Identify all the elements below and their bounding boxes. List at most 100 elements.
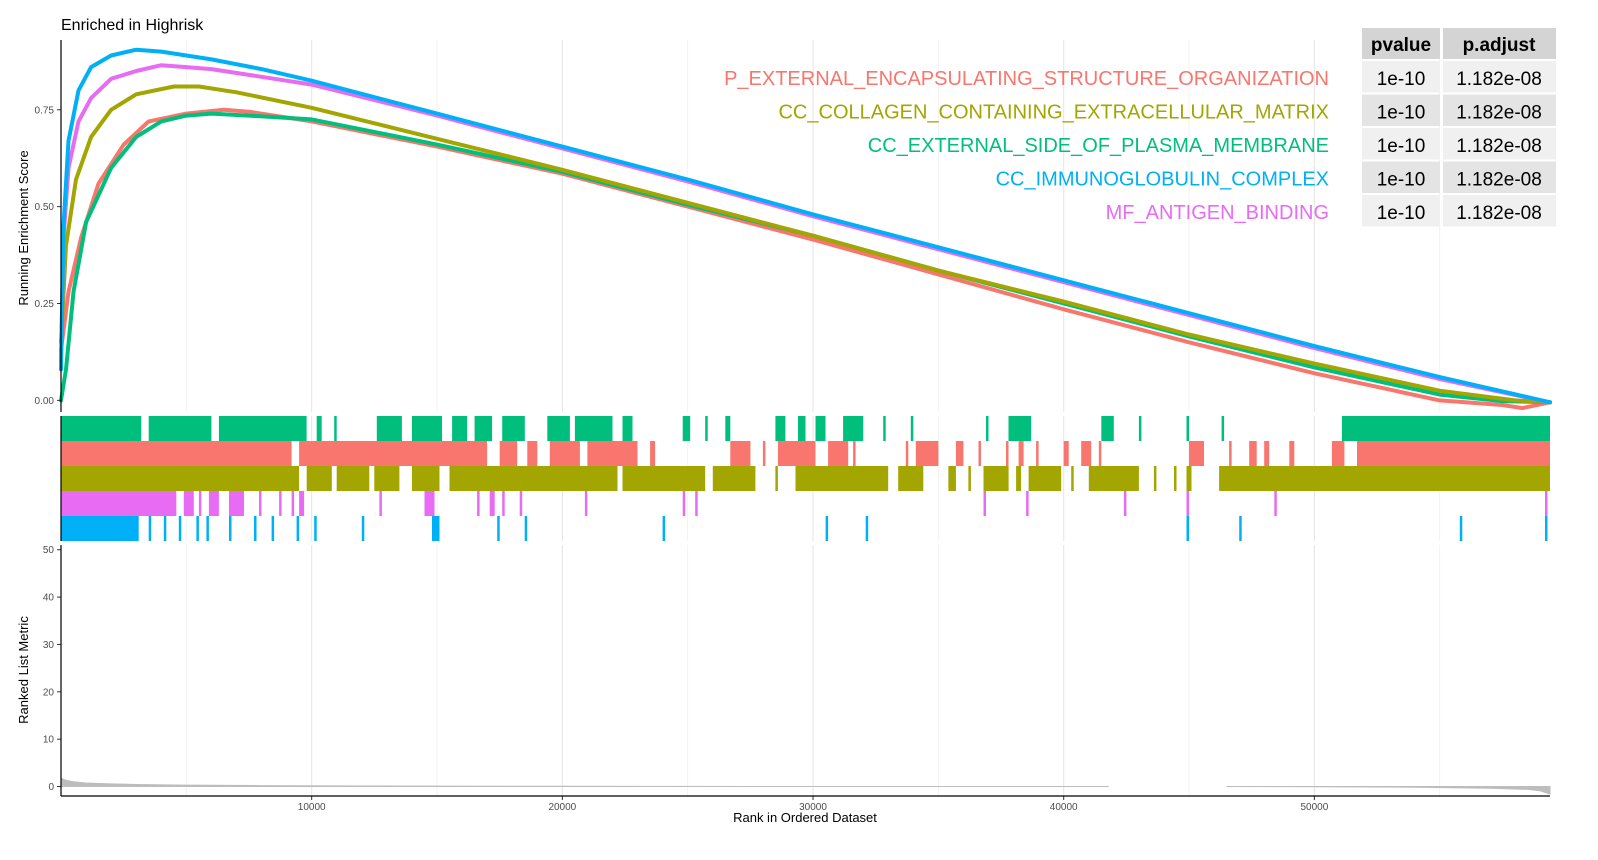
table-cell-bg: [1362, 128, 1440, 160]
legend-entry: CC_IMMUNOGLOBULIN_COMPLEX: [996, 169, 1329, 191]
enrichment-line: [59, 111, 1552, 405]
gene-hit-mark: [1229, 441, 1232, 466]
gene-hit-mark: [1341, 416, 1550, 441]
gene-hit-mark: [291, 491, 295, 516]
gene-hit-mark: [622, 416, 633, 441]
gene-hit-mark: [798, 416, 806, 441]
gene-hit-mark: [983, 466, 1009, 491]
gene-hit-mark: [527, 441, 538, 466]
table-cell-pvalue: 1e-10: [1377, 69, 1426, 90]
gene-hit-mark: [196, 516, 199, 541]
gene-hit-mark: [379, 491, 382, 516]
gene-hit-mark: [955, 441, 964, 466]
gene-hit-mark: [279, 491, 282, 516]
gene-hit-mark: [910, 416, 914, 441]
gene-hit-mark: [259, 491, 262, 516]
gene-hit-mark: [452, 416, 468, 441]
gene-hit-mark: [198, 491, 202, 516]
gene-hit-mark: [986, 416, 989, 441]
y-tick-label: 0.00: [35, 396, 55, 407]
gene-hit-mark: [1018, 441, 1024, 466]
gene-hit-mark: [449, 466, 618, 491]
table-cell-pvalue: 1e-10: [1377, 103, 1426, 124]
ranked-metric-panel: 0 10 20 30 40 50 10000 20000 30000 40000 50000 Ra…: [16, 545, 1551, 825]
table-cell-bg: [1443, 161, 1556, 193]
enrichment-lines: [59, 47, 1552, 411]
gene-hit-mark: [795, 466, 889, 491]
gene-hit-mark: [306, 466, 332, 491]
table-cell-pvalue: 1e-10: [1377, 136, 1426, 157]
ranked-metric-gridlines: [185, 545, 1441, 796]
gene-hit-mark: [584, 491, 588, 516]
gene-hit-mark: [1016, 466, 1022, 491]
gene-hit-mark: [411, 416, 442, 441]
gene-hit-mark: [296, 516, 300, 541]
gene-hit-mark: [978, 441, 981, 466]
gene-hit-mark: [948, 466, 956, 491]
gene-hit-mark: [549, 441, 580, 466]
gene-hit-mark: [547, 416, 570, 441]
gene-hit-mark: [148, 516, 152, 541]
gene-hit-mark: [775, 466, 778, 491]
table-cell-bg: [1362, 94, 1440, 126]
gene-hit-mark: [1186, 466, 1192, 491]
enrichment-score-panel: 0.00 0.25 0.50 0.75 Running Enrichment Scor…: [16, 40, 1552, 412]
enrichment-y-ticks: 0.00 0.25 0.50 0.75: [35, 105, 61, 407]
gene-hit-mark: [1174, 466, 1177, 491]
gene-hit-mark: [915, 441, 939, 466]
enrichment-y-axis-title: Running Enrichment Score: [16, 150, 31, 305]
table-cell-pvalue: 1e-10: [1377, 203, 1426, 224]
gene-hit-mark: [163, 516, 167, 541]
gene-hit-mark: [271, 516, 275, 541]
x-axis-ticks: 10000 20000 30000 40000 50000: [298, 796, 1329, 813]
gene-hit-mark: [229, 516, 232, 541]
table-cell-bg: [1443, 61, 1556, 93]
gene-hit-mark: [148, 416, 212, 441]
gene-hit-mark: [622, 466, 706, 491]
table-cell-bg: [1443, 195, 1556, 227]
gene-hit-mark: [489, 491, 495, 516]
y-tick-label: 0.75: [35, 105, 55, 116]
table-cell-bg: [1362, 61, 1440, 93]
gene-hit-mark: [254, 516, 257, 541]
legend-entry: P_EXTERNAL_ENCAPSULATING_STRUCTURE_ORGAN…: [724, 68, 1329, 90]
legend-entry: CC_COLLAGEN_CONTAINING_EXTRACELLULAR_MAT…: [778, 102, 1329, 124]
gene-hit-mark: [1036, 441, 1039, 466]
gene-hit-mark: [695, 491, 698, 516]
table-header-cell-pvalue: [1362, 28, 1440, 59]
ranked-metric-positive: [60, 777, 1109, 787]
gene-hit-mark: [1153, 466, 1157, 491]
y-tick-label: 0.25: [35, 299, 55, 310]
gene-hit-mark: [61, 441, 292, 466]
gene-hit-mark: [730, 441, 751, 466]
y-tick-label: 50: [43, 545, 55, 556]
gene-hit-mark: [218, 416, 307, 441]
x-axis-title: Rank in Ordered Dataset: [733, 810, 877, 825]
gene-hit-mark: [424, 491, 435, 516]
gene-hit-mark: [777, 441, 816, 466]
ranked-metric-negative: [1226, 786, 1551, 795]
gene-hit-mark: [1186, 516, 1189, 541]
gene-hit-mark: [1071, 466, 1074, 491]
ranked-metric-y-axis-title: Ranked List Metric: [16, 616, 31, 724]
gene-hit-mark: [1289, 441, 1295, 466]
pvalue-table: pvalue p.adjust 1e-10 1.182e-08 1e-10 1.182…: [1362, 28, 1556, 227]
table-cell-bg: [1443, 94, 1556, 126]
gene-hit-mark: [1219, 466, 1550, 491]
gene-hit-mark: [650, 441, 656, 466]
y-tick-label: 0.50: [35, 202, 55, 213]
gene-hit-mark: [411, 466, 440, 491]
x-tick-label: 10000: [298, 802, 326, 813]
x-tick-label: 20000: [548, 802, 576, 813]
gene-hit-mark: [1026, 491, 1029, 516]
gene-hit-mark: [1008, 416, 1032, 441]
gene-hit-mark: [682, 416, 691, 441]
gene-hit-mark: [587, 441, 638, 466]
y-tick-label: 0: [48, 782, 54, 793]
gene-hit-mark: [474, 416, 493, 441]
hits-rows: [61, 416, 1550, 541]
table-header-pvalue: pvalue: [1371, 35, 1431, 56]
gene-hit-mark: [519, 491, 523, 516]
legend-entry: MF_ANTIGEN_BINDING: [1106, 202, 1329, 224]
